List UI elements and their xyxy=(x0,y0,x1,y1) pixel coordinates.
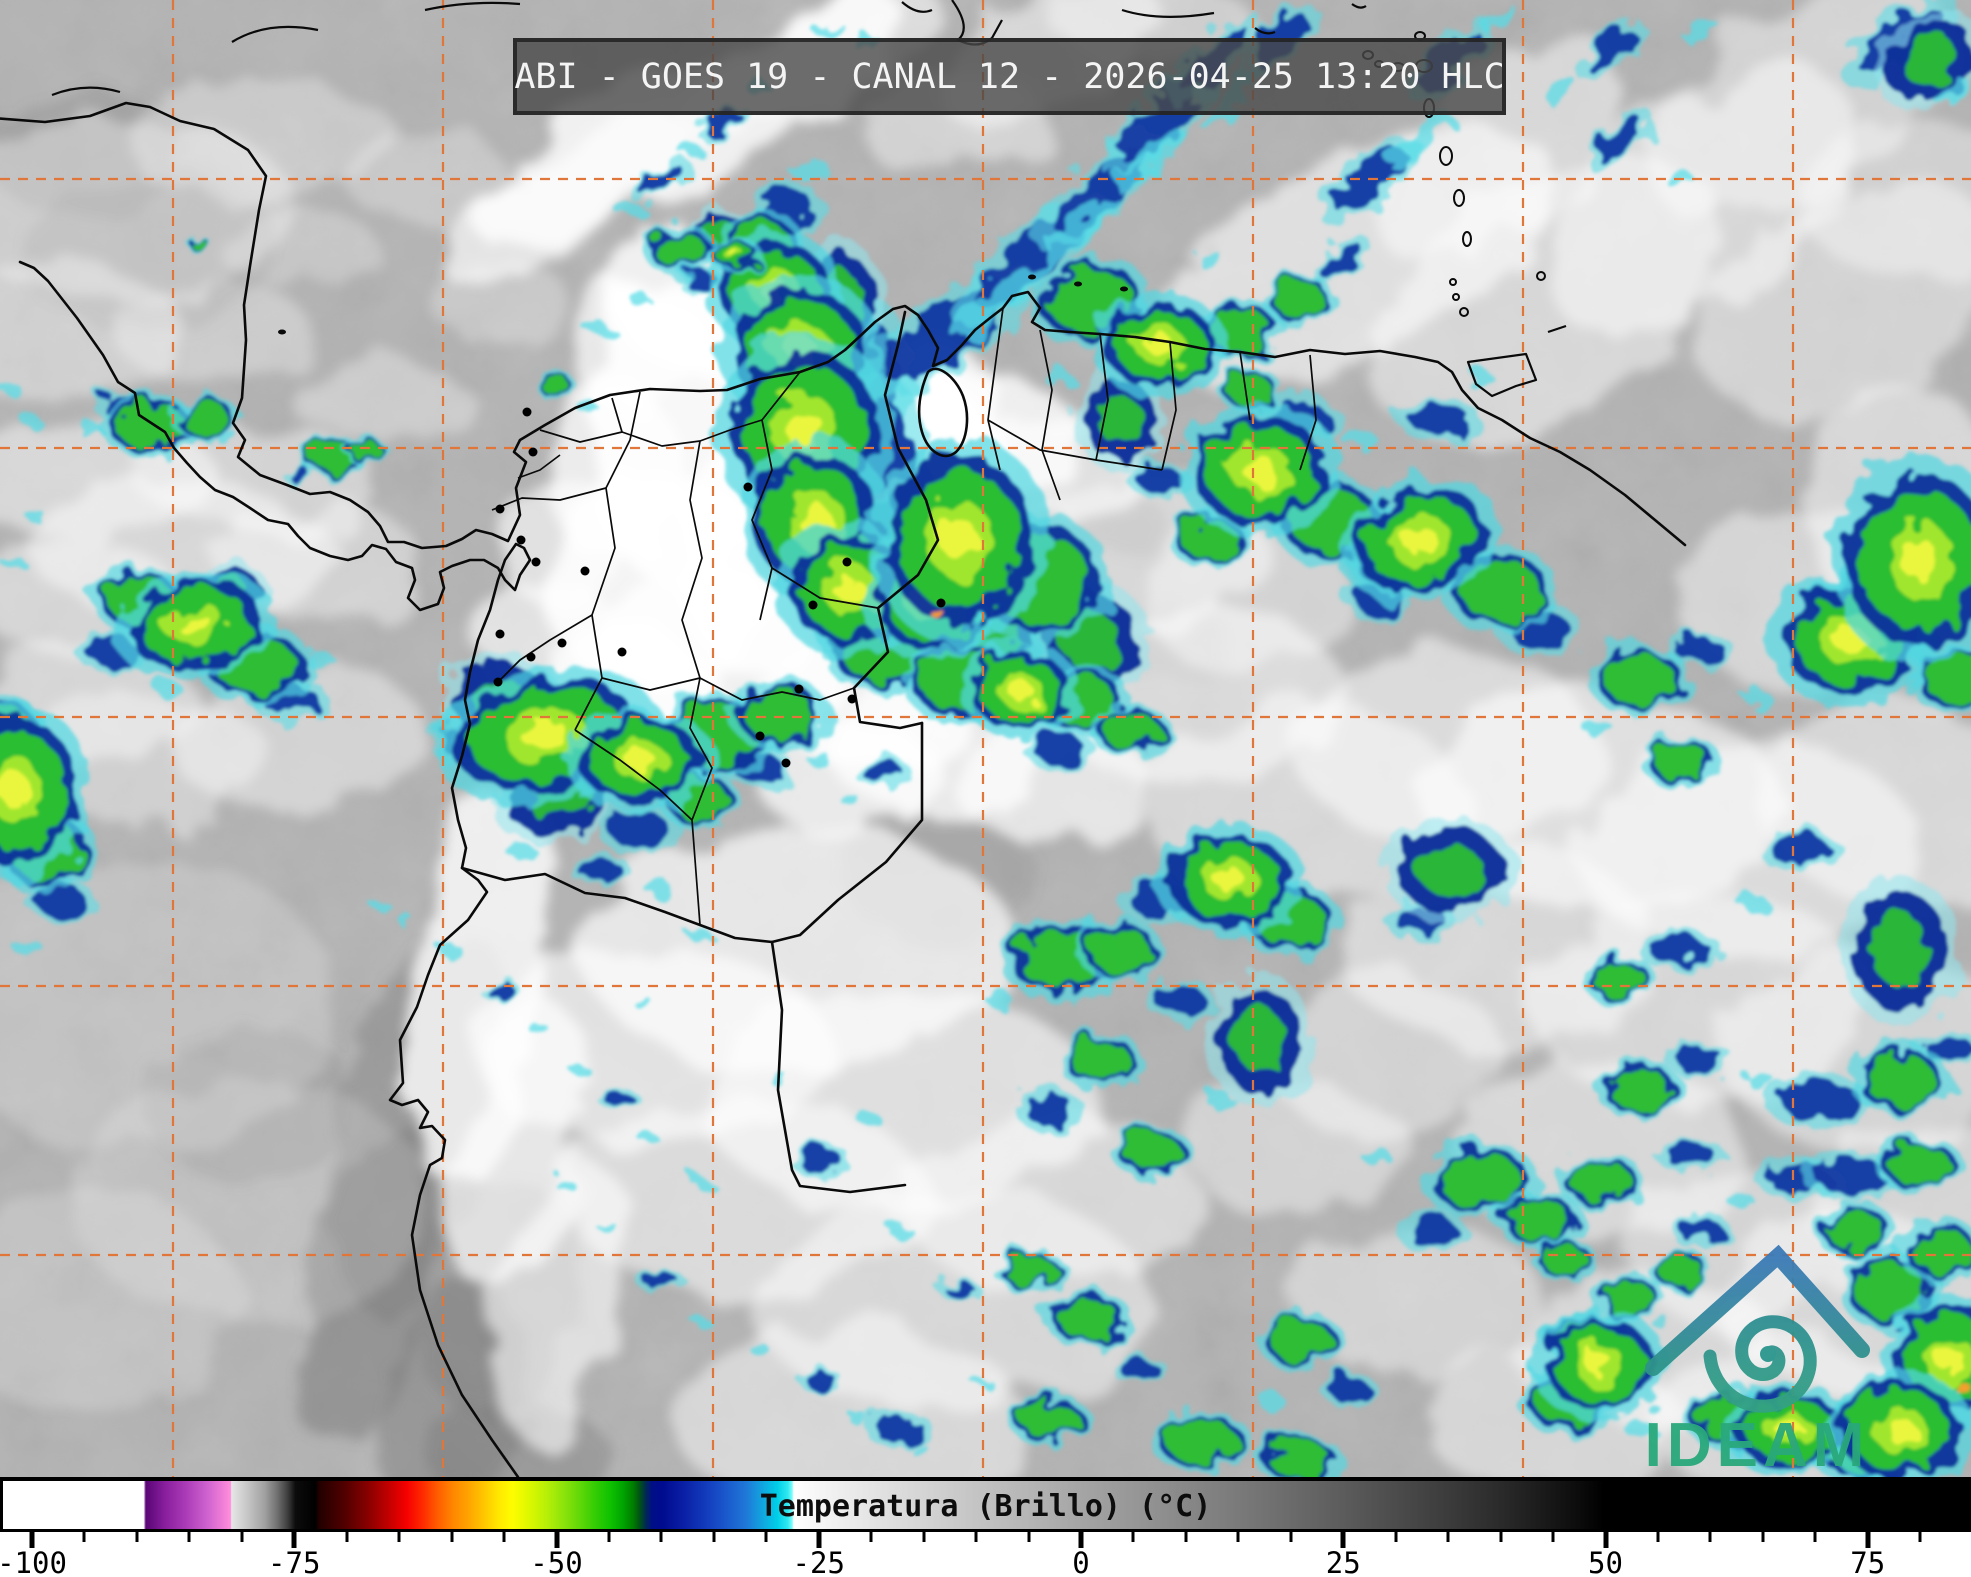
minor-tick xyxy=(1446,1532,1450,1542)
tick-label: 75 xyxy=(1850,1546,1886,1577)
colorbar-ticks: -100 -75 -50 -25 0 25 50 75 xyxy=(0,1532,1971,1577)
minor-tick xyxy=(974,1532,978,1542)
minor-tick xyxy=(1131,1532,1135,1542)
tick-label: -100 xyxy=(0,1546,67,1577)
tick-label: -75 xyxy=(268,1546,321,1577)
minor-tick xyxy=(1813,1532,1817,1542)
minor-tick xyxy=(345,1532,349,1542)
major-tick xyxy=(1603,1532,1608,1548)
temperature-colorbar xyxy=(0,1481,1971,1532)
minor-tick xyxy=(397,1532,401,1542)
colorbar-top-border xyxy=(0,1477,1971,1481)
minor-tick xyxy=(1394,1532,1398,1542)
minor-tick xyxy=(1289,1532,1293,1542)
satellite-map xyxy=(0,0,1971,1477)
tick-label: 0 xyxy=(1072,1546,1090,1577)
major-tick xyxy=(291,1532,297,1548)
minor-tick xyxy=(240,1532,244,1542)
latlon-grid-layer xyxy=(0,0,1971,1477)
minor-tick xyxy=(607,1532,611,1542)
minor-tick xyxy=(1656,1532,1660,1542)
product-title: ABI - GOES 19 - CANAL 12 - 2026-04-25 13… xyxy=(514,56,1505,97)
tick-label: -25 xyxy=(792,1546,845,1577)
tick-label: -50 xyxy=(530,1546,583,1577)
minor-tick xyxy=(1184,1532,1188,1542)
logo-roof-icon xyxy=(1645,1244,1870,1376)
minor-tick xyxy=(1551,1532,1555,1542)
minor-tick xyxy=(764,1532,768,1542)
minor-tick xyxy=(659,1532,663,1542)
major-tick xyxy=(29,1532,35,1548)
major-tick xyxy=(554,1532,559,1548)
minor-tick xyxy=(1027,1532,1031,1542)
minor-tick xyxy=(450,1532,454,1542)
borders-layer xyxy=(0,0,1687,1477)
minor-tick xyxy=(1761,1532,1765,1542)
minor-tick xyxy=(187,1532,191,1542)
major-tick xyxy=(1865,1532,1871,1548)
minor-tick xyxy=(1499,1532,1503,1542)
minor-tick xyxy=(502,1532,506,1542)
minor-tick xyxy=(82,1532,86,1542)
major-tick xyxy=(816,1532,822,1548)
ideam-logo: IDEAM xyxy=(1645,1244,1870,1480)
major-tick xyxy=(1078,1532,1084,1548)
logo-spiral-icon xyxy=(1703,1315,1817,1413)
tick-label: 50 xyxy=(1588,1546,1623,1577)
minor-tick xyxy=(1236,1532,1240,1542)
colorbar-area: Temperatura (Brillo) (°C) -100 -75 -50 -25 0… xyxy=(0,1477,1971,1577)
minor-tick xyxy=(1918,1532,1922,1542)
minor-tick xyxy=(1708,1532,1712,1542)
minor-tick xyxy=(922,1532,926,1542)
tick-label: 25 xyxy=(1325,1546,1361,1577)
logo-text: IDEAM xyxy=(1645,1411,1870,1480)
minor-tick xyxy=(135,1532,139,1542)
minor-tick xyxy=(869,1532,873,1542)
title-bar: ABI - GOES 19 - CANAL 12 - 2026-04-25 13… xyxy=(513,38,1506,115)
major-tick xyxy=(1340,1532,1346,1548)
city-dots-layer xyxy=(493,407,946,768)
logo-spiral-eye xyxy=(1760,1346,1776,1362)
minor-tick xyxy=(712,1532,716,1542)
